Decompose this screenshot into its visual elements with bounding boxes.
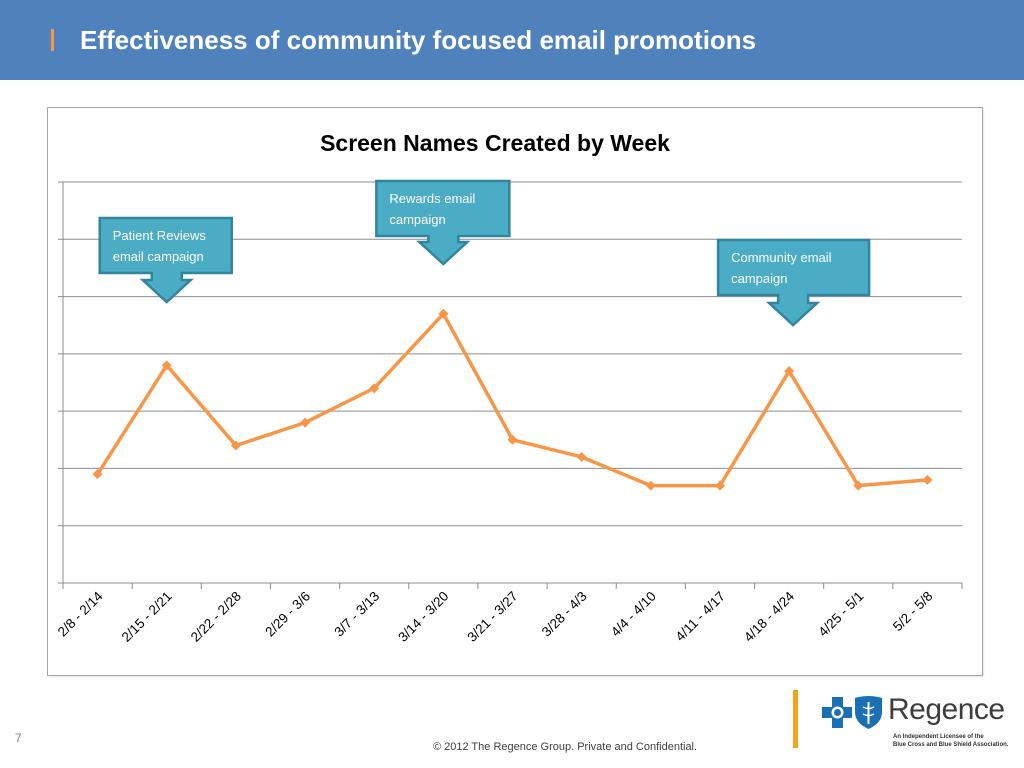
blue-shield-icon — [855, 696, 882, 729]
x-tick-label: 2/29 - 3/6 — [262, 589, 313, 640]
regence-logo-mark — [822, 696, 882, 729]
data-point — [92, 469, 103, 480]
slide-header: Effectiveness of community focused email… — [0, 0, 1024, 80]
page-number: 7 — [15, 731, 22, 745]
annotation-callout: Rewards email campaign — [375, 179, 511, 266]
series-line — [95, 312, 930, 488]
x-tick-label: 4/25 - 5/1 — [815, 589, 866, 640]
data-point — [300, 417, 311, 428]
data-point — [645, 480, 656, 491]
callout-label: Rewards email — [389, 191, 475, 206]
x-tick-label: 2/8 - 2/14 — [55, 588, 106, 639]
x-tick-label: 4/11 - 4/17 — [673, 589, 729, 645]
data-point — [853, 480, 864, 491]
x-tick-label: 3/14 - 3/20 — [395, 589, 451, 645]
data-point — [161, 360, 172, 371]
copyright-notice: © 2012 The Regence Group. Private and Co… — [432, 741, 698, 753]
slide-title: Effectiveness of community focused email… — [80, 25, 757, 55]
logo-tagline: An Independent Licensee of the Blue Cros… — [893, 733, 1008, 749]
annotation-callout: Community email campaign — [716, 238, 871, 327]
x-tick-label: 4/18 - 4/24 — [741, 588, 798, 645]
chart-frame: Screen Names Created by Week 2/8 - 2/14 2… — [47, 107, 983, 676]
line-chart: 2/8 - 2/14 2/15 - 2/21 2/22 - 2/28 2/29 - 3… — [55, 179, 963, 645]
data-point — [714, 480, 725, 491]
callout-arrow-box — [716, 238, 871, 327]
title-marker — [51, 29, 54, 51]
callout-label: email campaign — [113, 249, 204, 264]
callout-arrow-box — [375, 179, 511, 266]
footer-divider — [793, 690, 798, 748]
callout-label: Community email — [731, 250, 832, 265]
logo-wordmark: Regence — [888, 693, 1005, 726]
x-tick-label: 4/4 - 4/10 — [608, 589, 659, 640]
data-point — [369, 383, 380, 394]
logo-tagline-line: Blue Cross and Blue Shield Association. — [893, 742, 1009, 748]
blue-cross-icon — [822, 697, 852, 728]
data-point — [922, 474, 933, 485]
data-point — [784, 366, 795, 377]
x-tick-label: 2/22 - 2/28 — [188, 589, 244, 645]
chart-title: Screen Names Created by Week — [320, 130, 670, 156]
callout-label: Patient Reviews — [113, 228, 207, 243]
x-tick-label: 3/7 - 3/13 — [331, 589, 382, 640]
data-point — [438, 308, 449, 319]
x-tick-label: 3/28 - 4/3 — [539, 589, 590, 640]
data-point — [576, 451, 587, 462]
data-point — [507, 434, 518, 445]
annotation-callout: Patient Reviews email campaign — [98, 216, 233, 304]
data-point — [230, 440, 241, 451]
logo-tagline-line: An Independent Licensee of the — [893, 734, 984, 740]
callout-label: campaign — [389, 212, 445, 227]
x-tick-label: 2/15 - 2/21 — [119, 589, 175, 645]
x-tick-label: 3/21 - 3/27 — [464, 589, 520, 645]
x-tick-label: 5/2 - 5/8 — [890, 589, 936, 635]
callout-arrow-box — [98, 216, 233, 304]
callout-label: campaign — [731, 271, 787, 286]
